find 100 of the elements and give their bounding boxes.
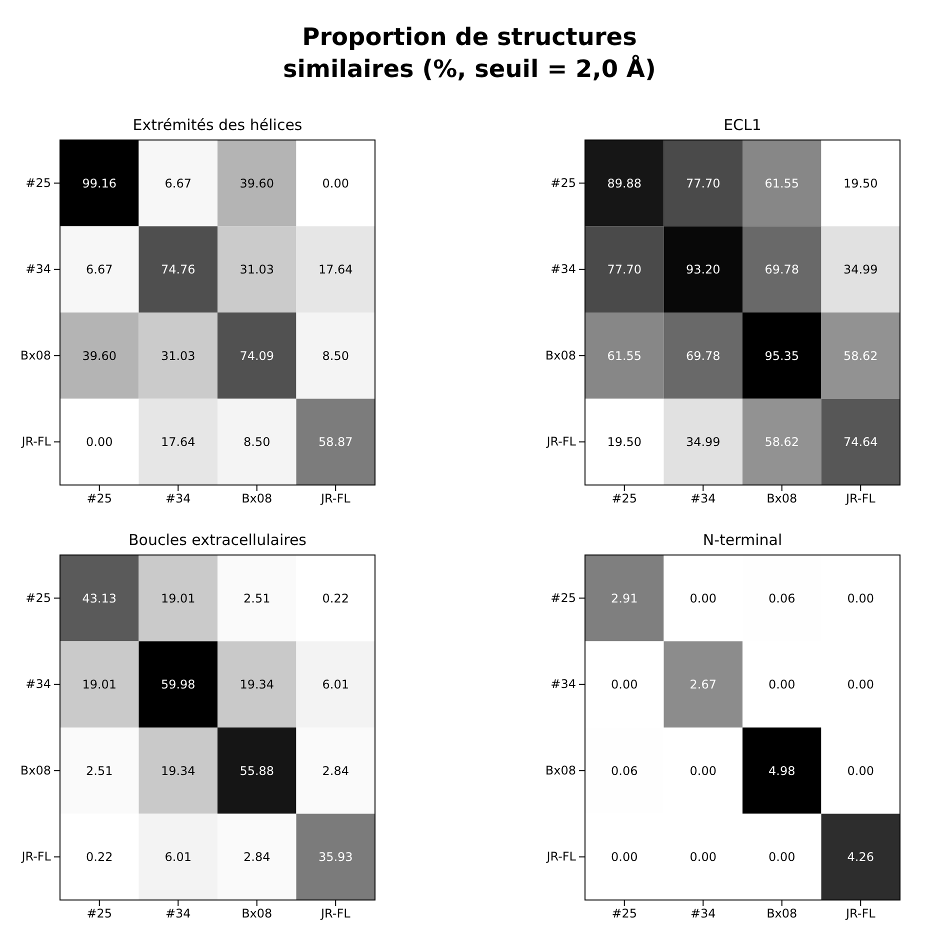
y-tick-label: Bx08 <box>545 763 576 778</box>
data-label: 34.99 <box>843 262 878 277</box>
data-label: 2.84 <box>244 850 270 864</box>
data-label: 0.00 <box>768 678 796 692</box>
data-label: 55.88 <box>240 764 274 778</box>
data-label: 74.64 <box>843 435 878 450</box>
data-label: 0.00 <box>768 850 796 864</box>
y-tick-label: #34 <box>550 262 576 276</box>
y-tick-label: Bx08 <box>20 763 51 778</box>
data-label: 77.70 <box>607 262 642 277</box>
x-tick-label: #34 <box>165 906 191 921</box>
data-label: 0.00 <box>690 591 716 606</box>
data-label: 93.20 <box>686 262 720 277</box>
data-label: 61.55 <box>607 348 642 363</box>
x-tick-label: JR-FL <box>844 906 876 921</box>
data-label: 61.55 <box>764 176 800 190</box>
x-tick-label: #34 <box>165 492 191 506</box>
data-label: 0.00 <box>847 764 874 778</box>
x-tick-label: #25 <box>86 492 112 506</box>
data-label: 43.13 <box>82 591 117 606</box>
x-tick-label: #34 <box>690 492 716 506</box>
data-label: 0.06 <box>611 764 638 778</box>
data-label: 69.78 <box>764 262 800 277</box>
data-label: 69.78 <box>686 348 720 363</box>
x-tick-label: #34 <box>690 906 716 921</box>
data-label: 74.76 <box>160 262 196 277</box>
data-label: 6.01 <box>164 850 192 864</box>
y-tick-label: JR-FL <box>20 850 52 864</box>
data-label: 99.16 <box>82 176 117 190</box>
data-label: 19.01 <box>82 678 117 692</box>
data-label: 0.00 <box>690 850 716 864</box>
data-label: 19.50 <box>607 435 642 450</box>
chart-title: N-terminal <box>702 531 782 549</box>
data-label: 0.00 <box>322 176 349 190</box>
x-tick-label: JR-FL <box>844 492 876 506</box>
data-label: 8.50 <box>322 348 349 363</box>
data-label: 6.67 <box>164 176 192 190</box>
x-tick-label: Bx08 <box>766 492 798 506</box>
y-tick-label: #34 <box>550 677 576 692</box>
data-label: 2.51 <box>86 764 113 778</box>
chart-title: ECL1 <box>724 116 762 134</box>
data-label: 0.00 <box>611 678 638 692</box>
chart-title: Boucles extracellulaires <box>128 531 307 549</box>
data-label: 58.62 <box>764 435 800 450</box>
data-label: 35.93 <box>318 850 353 864</box>
x-tick-label: #25 <box>612 492 638 506</box>
data-label: 0.06 <box>768 591 796 606</box>
data-label: 4.98 <box>768 764 796 778</box>
data-label: 31.03 <box>160 348 196 363</box>
data-label: 17.64 <box>318 262 353 277</box>
data-label: 58.62 <box>843 348 878 363</box>
data-label: 19.34 <box>160 764 196 778</box>
x-tick-label: JR-FL <box>320 492 351 506</box>
data-label: 6.67 <box>86 262 113 277</box>
x-tick-label: Bx08 <box>242 906 272 921</box>
chart-title: Extrémités des hélices <box>132 116 302 134</box>
data-label: 89.88 <box>607 176 642 190</box>
data-label: 0.22 <box>86 850 113 864</box>
text: Proportion de structures similaires (%, seuil = 2,0 Å) <box>283 23 656 83</box>
data-label: 2.91 <box>611 591 638 606</box>
y-tick-label: Bx08 <box>20 348 51 362</box>
data-label: 19.34 <box>240 678 274 692</box>
y-tick-label: JR-FL <box>546 850 576 864</box>
y-tick-label: #34 <box>26 677 51 692</box>
y-tick-label: #25 <box>26 176 51 190</box>
data-label: 0.00 <box>86 435 113 450</box>
x-tick-label: #25 <box>86 906 112 921</box>
y-tick-label: JR-FL <box>546 434 576 449</box>
y-tick-label: JR-FL <box>20 434 52 449</box>
data-label: 19.50 <box>843 176 878 190</box>
x-tick-label: Bx08 <box>766 906 798 921</box>
y-tick-label: #25 <box>550 590 576 605</box>
data-label: 34.99 <box>686 435 720 450</box>
data-label: 74.09 <box>240 348 274 363</box>
data-label: 59.98 <box>160 678 196 692</box>
y-tick-label: #34 <box>26 262 51 276</box>
x-tick-label: #25 <box>612 906 638 921</box>
data-label: 2.67 <box>690 678 716 692</box>
data-label: 58.87 <box>318 435 353 450</box>
data-label: 39.60 <box>240 176 274 190</box>
data-label: 2.51 <box>244 591 270 606</box>
data-label: 4.26 <box>847 850 874 864</box>
data-label: 95.35 <box>764 348 800 363</box>
x-tick-label: JR-FL <box>320 906 351 921</box>
data-label: 19.01 <box>160 591 196 606</box>
y-tick-label: #25 <box>26 590 51 605</box>
data-label: 77.70 <box>686 176 720 190</box>
data-label: 0.00 <box>847 591 874 606</box>
data-label: 0.22 <box>322 591 349 606</box>
data-label: 6.01 <box>322 678 349 692</box>
y-tick-label: Bx08 <box>545 348 576 362</box>
x-tick-label: Bx08 <box>242 492 272 506</box>
data-label: 0.00 <box>690 764 716 778</box>
data-label: 0.00 <box>611 850 638 864</box>
data-label: 31.03 <box>240 262 274 277</box>
data-label: 2.84 <box>322 764 349 778</box>
data-label: 39.60 <box>82 348 117 363</box>
data-label: 17.64 <box>160 435 196 450</box>
data-label: 8.50 <box>244 435 270 450</box>
data-label: 0.00 <box>847 678 874 692</box>
